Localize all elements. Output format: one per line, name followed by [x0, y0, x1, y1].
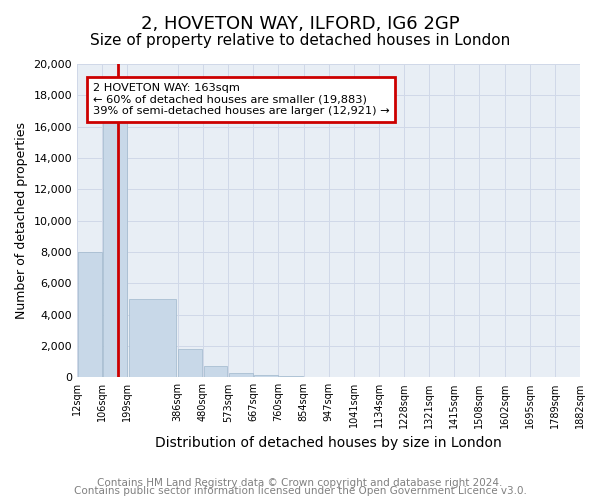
Bar: [304, 376, 328, 378]
X-axis label: Distribution of detached houses by size in London: Distribution of detached houses by size …: [155, 436, 502, 450]
Bar: [229, 372, 253, 378]
Bar: [279, 376, 303, 378]
Text: Contains public sector information licensed under the Open Government Licence v3: Contains public sector information licen…: [74, 486, 526, 496]
Text: 2 HOVETON WAY: 163sqm
← 60% of detached houses are smaller (19,883)
39% of semi-: 2 HOVETON WAY: 163sqm ← 60% of detached …: [92, 83, 389, 116]
Text: 2, HOVETON WAY, ILFORD, IG6 2GP: 2, HOVETON WAY, ILFORD, IG6 2GP: [140, 15, 460, 33]
Y-axis label: Number of detached properties: Number of detached properties: [15, 122, 28, 319]
Bar: [77, 252, 101, 378]
Bar: [128, 299, 176, 378]
Text: Contains HM Land Registry data © Crown copyright and database right 2024.: Contains HM Land Registry data © Crown c…: [97, 478, 503, 488]
Bar: [103, 119, 127, 378]
Bar: [178, 349, 202, 378]
Text: Size of property relative to detached houses in London: Size of property relative to detached ho…: [90, 32, 510, 48]
Bar: [203, 366, 227, 378]
Bar: [254, 375, 278, 378]
